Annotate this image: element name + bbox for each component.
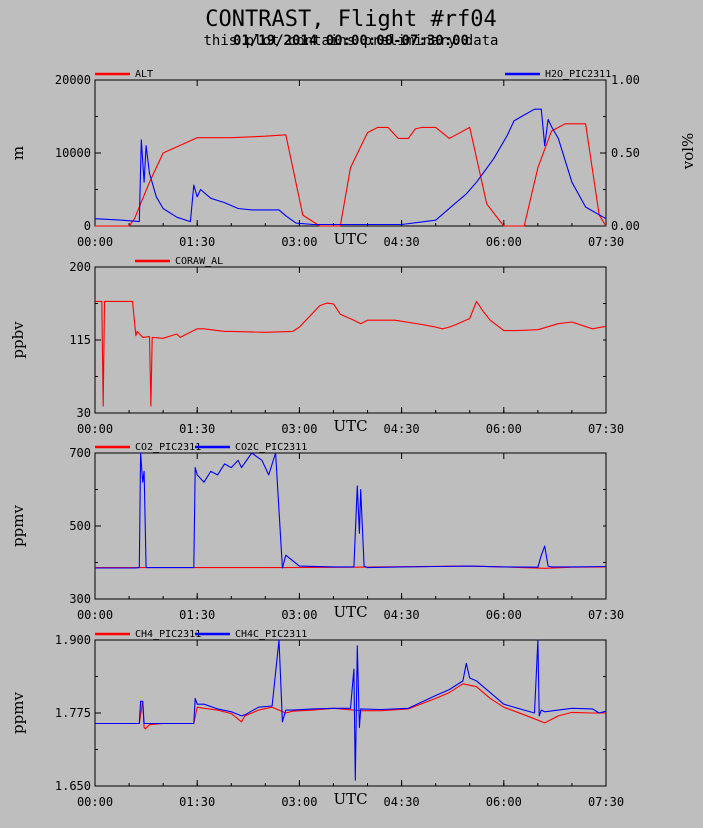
x-axis-label: UTC	[333, 603, 367, 621]
chart-panel-3: 00:00 01:30 03:00 04:30 06:00 07:30 UTC 300 500 7…	[9, 442, 624, 622]
series-line-coraw-al	[95, 300, 607, 407]
x-tick-label: 00:00	[77, 422, 113, 436]
y-axis-label: ppmv	[9, 505, 27, 547]
x-tick-label: 04:30	[384, 235, 420, 249]
y-axis-label: ppmv	[9, 692, 27, 734]
x-tick-label: 07:30	[588, 795, 624, 809]
x-tick-label: 04:30	[384, 608, 420, 622]
x-tick-label: 06:00	[486, 235, 522, 249]
x-axis-label: UTC	[333, 230, 367, 248]
x-tick-label: 06:00	[486, 795, 522, 809]
x-tick-label: 00:00	[77, 608, 113, 622]
y-tick-label: 30	[77, 406, 91, 420]
x-tick-label: 03:00	[281, 608, 317, 622]
chart-panel-1: 00:00 01:30 03:00 04:30 06:00 07:30 UTC 0 10000 2…	[9, 69, 697, 249]
y-tick-label: 1.650	[55, 779, 91, 793]
y-tick-label: 200	[69, 260, 91, 274]
y-tick-label: 115	[69, 333, 91, 347]
y-tick-label: 1.900	[55, 633, 91, 647]
x-tick-label: 04:30	[384, 422, 420, 436]
x-axis-label: UTC	[333, 790, 367, 808]
y-tick-label: 1.775	[55, 706, 91, 720]
x-tick-label: 04:30	[384, 795, 420, 809]
legend-label: CH4C_PIC2311	[235, 629, 307, 640]
x-tick-label: 01:30	[179, 608, 215, 622]
x-tick-label: 00:00	[77, 795, 113, 809]
y-tick-label: 700	[69, 446, 91, 460]
y-tick-label: 0	[84, 219, 91, 233]
chart-panel-4: 00:00 01:30 03:00 04:30 06:00 07:30 UTC 1.650 1.…	[9, 629, 624, 809]
y-tick-label: 20000	[55, 73, 91, 87]
legend-label: CH4_PIC2311	[135, 629, 201, 640]
y-tick-label: 500	[69, 519, 91, 533]
y-right-tick-label: 1.00	[611, 73, 640, 87]
x-tick-label: 07:30	[588, 608, 624, 622]
x-tick-label: 03:00	[281, 422, 317, 436]
x-tick-label: 00:00	[77, 235, 113, 249]
y-right-tick-label: 0.00	[611, 219, 640, 233]
x-tick-label: 01:30	[179, 795, 215, 809]
y-right-tick-label: 0.50	[611, 146, 640, 160]
figure-subtitle-date: 01/19/2014 00:00:00-07:30:00	[233, 33, 469, 49]
x-tick-label: 06:00	[486, 608, 522, 622]
y-tick-label: 300	[69, 592, 91, 606]
y-right-axis-label: vol%	[679, 133, 697, 171]
chart-panel-2: 00:00 01:30 03:00 04:30 06:00 07:30 UTC 30 115 20…	[9, 256, 624, 436]
series-line-ch4c-pic2311	[95, 639, 607, 781]
panels-group: 00:00 01:30 03:00 04:30 06:00 07:30 UTC 0 10000 2…	[9, 69, 697, 809]
legend-label: CO2C_PIC2311	[235, 442, 307, 453]
x-tick-label: 01:30	[179, 235, 215, 249]
x-tick-label: 06:00	[486, 422, 522, 436]
y-axis-label: ppbv	[9, 321, 27, 359]
x-tick-label: 03:00	[281, 795, 317, 809]
y-tick-label: 10000	[55, 146, 91, 160]
legend-label: CORAW_AL	[175, 256, 223, 267]
figure-subtitle-preliminary: this plot contains preliminary data	[203, 33, 498, 49]
figure-title: CONTRAST, Flight #rf04	[205, 7, 496, 32]
x-tick-label: 01:30	[179, 422, 215, 436]
x-tick-label: 03:00	[281, 235, 317, 249]
legend-label: ALT	[135, 69, 153, 80]
series-line-co2c-pic2311	[95, 452, 607, 569]
x-axis-label: UTC	[333, 417, 367, 435]
legend-label: H2O_PIC2311	[545, 69, 611, 80]
series-line-alt	[95, 123, 607, 227]
y-axis-label: m	[9, 146, 27, 160]
x-tick-label: 07:30	[588, 422, 624, 436]
series-line-h2o-pic2311	[94, 108, 607, 226]
x-tick-label: 07:30	[588, 235, 624, 249]
legend-label: CO2_PIC2311	[135, 442, 201, 453]
